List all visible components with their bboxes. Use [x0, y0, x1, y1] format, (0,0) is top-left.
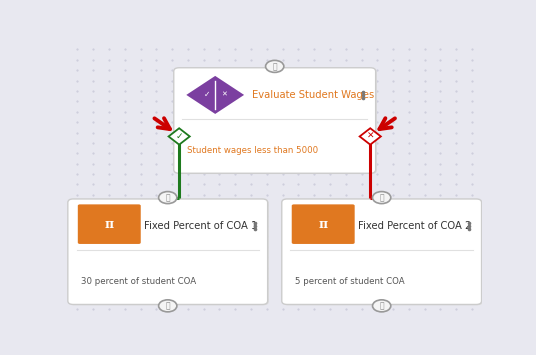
- FancyBboxPatch shape: [68, 199, 267, 305]
- FancyBboxPatch shape: [175, 69, 377, 174]
- Text: π: π: [105, 218, 114, 231]
- Text: Fixed Percent of COA 1: Fixed Percent of COA 1: [145, 221, 258, 231]
- Polygon shape: [168, 128, 190, 144]
- Text: Student wages less than 5000: Student wages less than 5000: [187, 146, 318, 155]
- Circle shape: [159, 300, 177, 312]
- Text: ⛓: ⛓: [379, 193, 384, 202]
- Text: ⛓: ⛓: [166, 193, 170, 202]
- Text: 5 percent of student COA: 5 percent of student COA: [295, 277, 404, 286]
- Text: π: π: [318, 218, 328, 231]
- FancyBboxPatch shape: [292, 204, 355, 244]
- Circle shape: [373, 192, 391, 204]
- Circle shape: [265, 60, 284, 72]
- FancyBboxPatch shape: [78, 204, 141, 244]
- Text: ✕: ✕: [221, 92, 227, 98]
- Circle shape: [373, 300, 391, 312]
- Polygon shape: [360, 128, 381, 144]
- Text: ✓: ✓: [203, 91, 210, 99]
- FancyBboxPatch shape: [283, 200, 483, 305]
- Text: Evaluate Student Wages: Evaluate Student Wages: [252, 90, 374, 100]
- FancyBboxPatch shape: [69, 200, 269, 305]
- Circle shape: [159, 192, 177, 204]
- FancyBboxPatch shape: [174, 68, 376, 173]
- Text: 30 percent of student COA: 30 percent of student COA: [81, 277, 196, 286]
- FancyBboxPatch shape: [282, 199, 481, 305]
- Text: Fixed Percent of COA 2: Fixed Percent of COA 2: [359, 221, 472, 231]
- Text: ✓: ✓: [175, 132, 183, 141]
- Text: ✕: ✕: [367, 132, 374, 141]
- Polygon shape: [184, 75, 246, 115]
- Text: ⛓: ⛓: [272, 62, 277, 71]
- Text: ⛓: ⛓: [166, 301, 170, 310]
- Text: ⛓: ⛓: [379, 301, 384, 310]
